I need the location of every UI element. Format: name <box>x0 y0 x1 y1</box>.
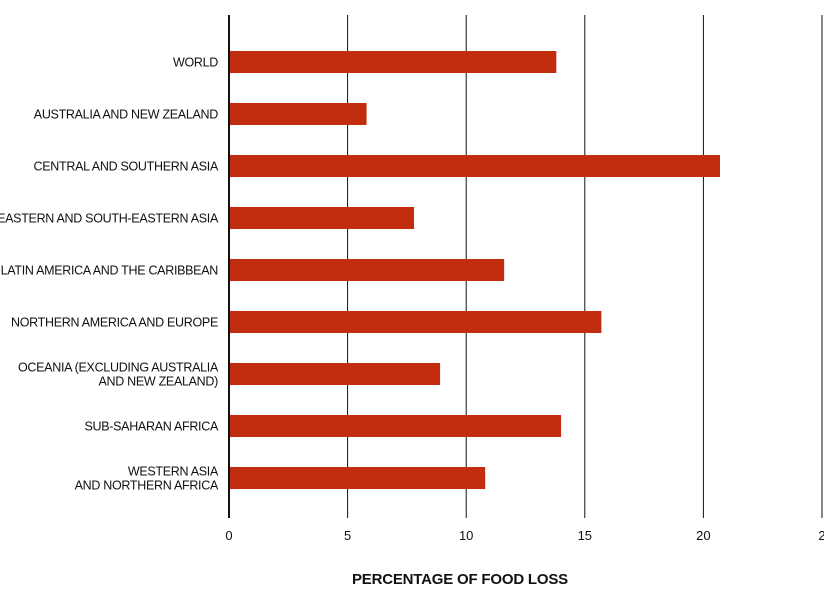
category-label: WESTERN ASIA AND NORTHERN AFRICA <box>75 465 219 493</box>
category-label: CENTRAL AND SOUTHERN ASIA <box>34 160 219 174</box>
x-tick-label: 2 <box>818 528 824 543</box>
category-label: OCEANIA (EXCLUDING AUSTRALIA AND NEW ZEAL… <box>18 361 219 389</box>
x-tick-label: 15 <box>578 528 592 543</box>
category-label: EASTERN AND SOUTH-EASTERN ASIA <box>0 212 219 226</box>
bar <box>229 207 415 229</box>
x-tick-labels: 0 5 10 15 20 2 <box>225 528 824 543</box>
bar <box>229 259 505 281</box>
category-labels: WORLD AUSTRALIA AND NEW ZEALAND CENTRAL AN… <box>0 56 219 493</box>
x-tick-label: 20 <box>696 528 710 543</box>
x-tick-label: 5 <box>344 528 351 543</box>
category-label: LATIN AMERICA AND THE CARIBBEAN <box>1 264 219 278</box>
bars <box>229 51 721 489</box>
category-label: AUSTRALIA AND NEW ZEALAND <box>34 108 218 122</box>
bar <box>229 467 486 489</box>
category-label: WORLD <box>173 56 218 70</box>
bar <box>229 103 367 125</box>
bar <box>229 51 557 73</box>
x-tick-label: 10 <box>459 528 473 543</box>
x-tick-label: 0 <box>225 528 232 543</box>
bar <box>229 155 721 177</box>
bar <box>229 415 562 437</box>
bar <box>229 363 441 385</box>
category-label: NORTHERN AMERICA AND EUROPE <box>11 316 218 330</box>
bar <box>229 311 602 333</box>
x-axis-title: PERCENTAGE OF FOOD LOSS <box>352 571 568 588</box>
category-label: SUB-SAHARAN AFRICA <box>84 420 218 434</box>
